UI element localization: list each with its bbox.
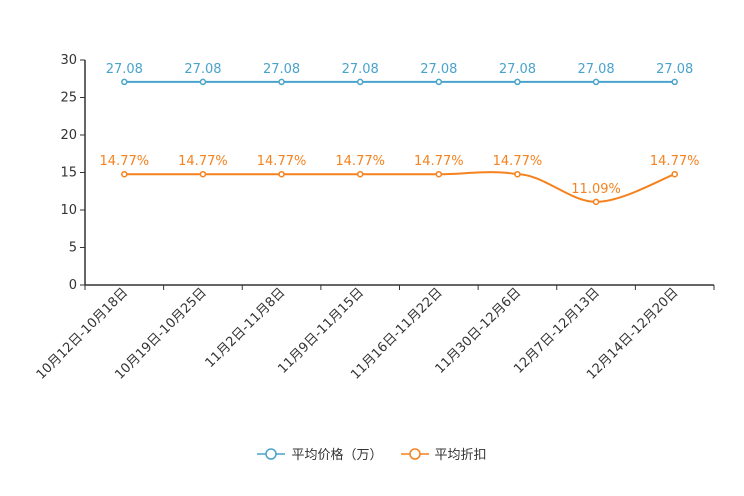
x-tick-label: 11月9日-11月15日 [275, 285, 367, 377]
series-1-data-label: 14.77% [257, 154, 307, 169]
series-0-point[interactable] [514, 78, 521, 86]
series-1-point[interactable] [514, 170, 521, 178]
series-0-point[interactable] [121, 78, 128, 86]
series-1-point[interactable] [199, 170, 207, 178]
series-0-data-label: 27.08 [263, 62, 300, 77]
legend-swatch-avg-discount [400, 447, 429, 460]
series-0-point[interactable] [278, 78, 285, 86]
series-1-data-label: 14.77% [335, 154, 385, 169]
series-0-point[interactable] [435, 78, 443, 86]
series-1-data-label: 14.77% [414, 154, 464, 169]
series-1-data-label: 14.77% [650, 154, 700, 169]
y-tick-label: 0 [69, 278, 77, 293]
series-0-data-label: 27.08 [184, 62, 221, 77]
series-1-point[interactable] [671, 170, 678, 178]
series-1-point[interactable] [356, 170, 364, 178]
legend-label-avg-price: 平均价格（万） [291, 448, 383, 463]
y-tick-label: 20 [60, 128, 77, 143]
legend-item-avg-discount[interactable]: 平均折扣 [400, 444, 487, 463]
series-0-point[interactable] [356, 78, 364, 86]
series-1-data-label: 14.77% [178, 154, 228, 169]
x-tick-label: 11月2日-11月8日 [203, 285, 289, 371]
series-0-data-label: 27.08 [106, 62, 143, 77]
series-0-data-label: 27.08 [577, 62, 614, 77]
series-layer: 27.08 27.08 27.08 27.08 27.08 27.08 27.08 27.08… [100, 62, 700, 206]
legend-swatch-avg-price [257, 447, 286, 460]
y-tick-label: 15 [60, 166, 77, 181]
y-tick-label: 25 [60, 91, 77, 106]
series-1-point[interactable] [121, 170, 128, 178]
series-0-data-label: 27.08 [420, 62, 457, 77]
y-tick-label: 10 [60, 203, 77, 218]
y-tick-label: 30 [60, 53, 77, 68]
series-0-data-label: 27.08 [499, 62, 536, 77]
series-1-data-label: 14.77% [493, 154, 543, 169]
series-0-point[interactable] [592, 78, 600, 86]
series-1-point[interactable] [435, 170, 443, 178]
series-0-data-label: 27.08 [656, 62, 693, 77]
series-0-data-label: 27.08 [342, 62, 379, 77]
legend: 平均价格（万） 平均折扣 [0, 444, 744, 463]
y-tick-label: 5 [69, 241, 77, 256]
series-1-data-label: 14.77% [100, 154, 150, 169]
x-tick-label: 12月7日-12月13日 [511, 285, 603, 377]
legend-label-avg-discount: 平均折扣 [434, 448, 487, 463]
series-1-point[interactable] [592, 198, 600, 206]
series-1-point[interactable] [278, 170, 285, 178]
axes: 05101520253010月12日-10月18日10月19日-10月25日11… [34, 53, 715, 383]
series-0-point[interactable] [199, 78, 207, 86]
series-0-point[interactable] [671, 78, 678, 86]
series-1-data-label: 11.09% [571, 182, 621, 197]
legend-item-avg-price[interactable]: 平均价格（万） [257, 444, 383, 463]
x-tick-label: 11月30日-12月6日 [433, 285, 525, 377]
